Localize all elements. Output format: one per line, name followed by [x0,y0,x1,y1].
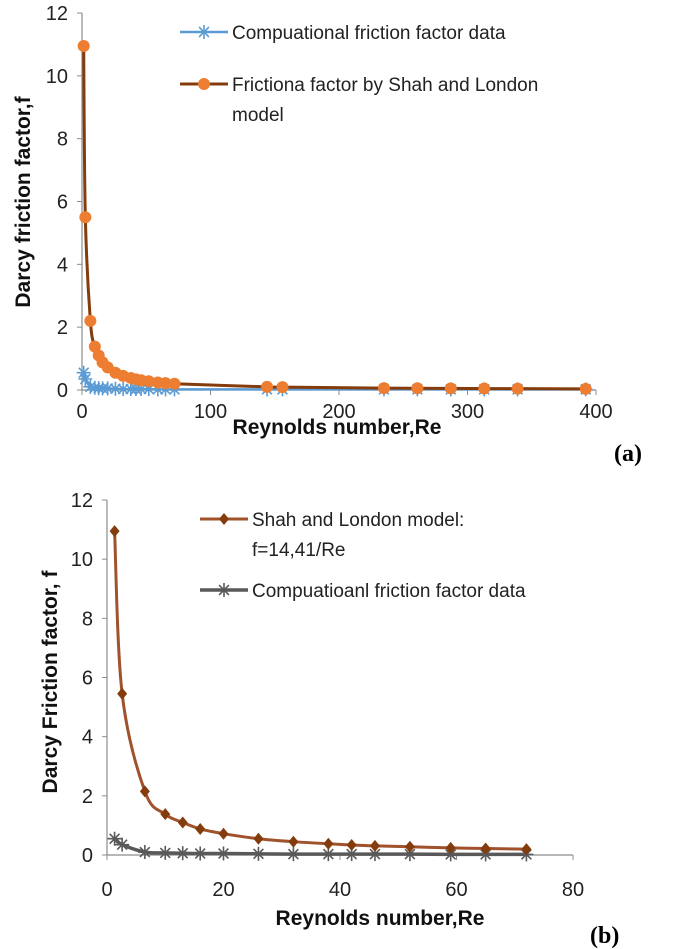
x-tick-label: 100 [194,401,227,423]
y-tick-label: 2 [57,317,68,339]
y-axis-label: Darcy Friction factor, f [39,570,62,794]
data-point [445,841,456,854]
data-point [150,382,165,397]
legend-label: Compuational friction factor data [232,23,506,44]
data-point [323,837,334,850]
series-line [113,530,527,851]
panel-label: (a) [614,441,642,467]
legend-label: Shah and London model: [252,510,464,531]
x-tick-label: 400 [579,401,612,423]
data-point [216,846,231,861]
y-tick-label: 8 [57,129,68,151]
chart-panel-a: Reynolds number,Re Darcy friction factor… [12,3,642,467]
data-point [321,847,336,862]
data-point [175,846,190,861]
x-tick-label: 200 [322,401,355,423]
x-axis-label: Reynolds number,Re [276,907,485,930]
y-tick-label: 0 [82,845,93,867]
x-tick-label: 0 [76,401,87,423]
data-point [377,382,390,395]
data-point [411,382,424,395]
data-point [137,845,152,860]
data-point [198,78,210,90]
x-tick-label: 0 [101,879,112,901]
data-point [404,840,415,853]
y-tick-label: 6 [57,192,68,214]
data-point [109,525,120,538]
y-tick-label: 10 [46,66,68,88]
y-tick-label: 12 [46,3,68,25]
data-point [134,382,149,397]
data-point [78,372,93,387]
data-point [276,381,289,394]
data-point [195,822,206,835]
data-point [197,25,211,39]
data-point [79,211,92,224]
data-point [579,382,592,395]
data-point [168,377,181,390]
data-point [251,846,266,861]
data-point [139,785,150,798]
data-point [108,381,123,396]
data-point [217,583,231,597]
data-point [77,39,90,52]
data-point [116,382,131,397]
legend-label: Frictiona factor by Shah and London model [232,75,538,126]
data-point [402,847,417,862]
data-point [344,847,359,862]
legend-label-line2: f=14,41/Re [252,540,346,561]
data-point [193,846,208,861]
x-tick-label: 60 [445,879,467,901]
data-point [261,380,274,393]
y-tick-label: 8 [82,608,93,630]
data-point [177,816,188,829]
data-point [521,843,532,856]
data-point [444,382,457,395]
chart-panel-b: Reynolds number,Re Darcy Friction factor… [39,490,619,949]
data-point [84,314,97,327]
y-tick-label: 0 [57,380,68,402]
data-point [367,847,382,862]
data-point [511,382,524,395]
data-point [369,839,380,852]
data-point [346,838,357,851]
data-point [142,375,155,388]
y-tick-label: 4 [82,727,93,749]
data-point [288,835,299,848]
series-line [113,837,527,857]
x-tick-label: 40 [329,879,351,901]
data-point [158,382,173,397]
data-point [160,808,171,821]
legend-label: Compuatioanl friction factor data [252,581,526,602]
data-point [159,377,172,390]
data-point [219,513,229,525]
data-point [100,381,115,396]
data-point [76,365,91,380]
data-point [141,382,156,397]
data-point [478,382,491,395]
y-tick-label: 2 [82,786,93,808]
data-point [115,837,130,852]
data-point [286,847,301,862]
data-point [83,379,98,394]
x-tick-label: 80 [562,879,584,901]
y-tick-label: 4 [57,254,68,276]
data-point [107,831,122,846]
data-point [253,832,264,845]
y-axis-label: Darcy friction factor,f [12,95,35,307]
data-point [480,842,491,855]
data-point [158,845,173,860]
data-point [117,687,128,700]
y-tick-label: 10 [71,549,93,571]
panel-label: (b) [590,923,619,949]
x-tick-label: 300 [451,401,484,423]
y-tick-label: 6 [82,668,93,690]
series-line [82,45,586,391]
x-axis-label: Reynolds number,Re [233,416,442,439]
x-tick-label: 20 [212,879,234,901]
y-tick-label: 12 [71,490,93,512]
data-point [218,827,229,840]
data-point [443,847,458,862]
